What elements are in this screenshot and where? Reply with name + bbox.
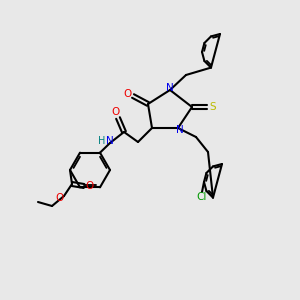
- Text: N: N: [166, 83, 174, 93]
- Text: Cl: Cl: [197, 192, 207, 202]
- Text: O: O: [124, 89, 132, 99]
- Text: N: N: [176, 125, 184, 135]
- Text: O: O: [112, 107, 120, 117]
- Text: H: H: [98, 136, 106, 146]
- Text: O: O: [85, 181, 93, 191]
- Text: N: N: [106, 136, 114, 146]
- Text: S: S: [210, 102, 216, 112]
- Text: O: O: [55, 193, 63, 203]
